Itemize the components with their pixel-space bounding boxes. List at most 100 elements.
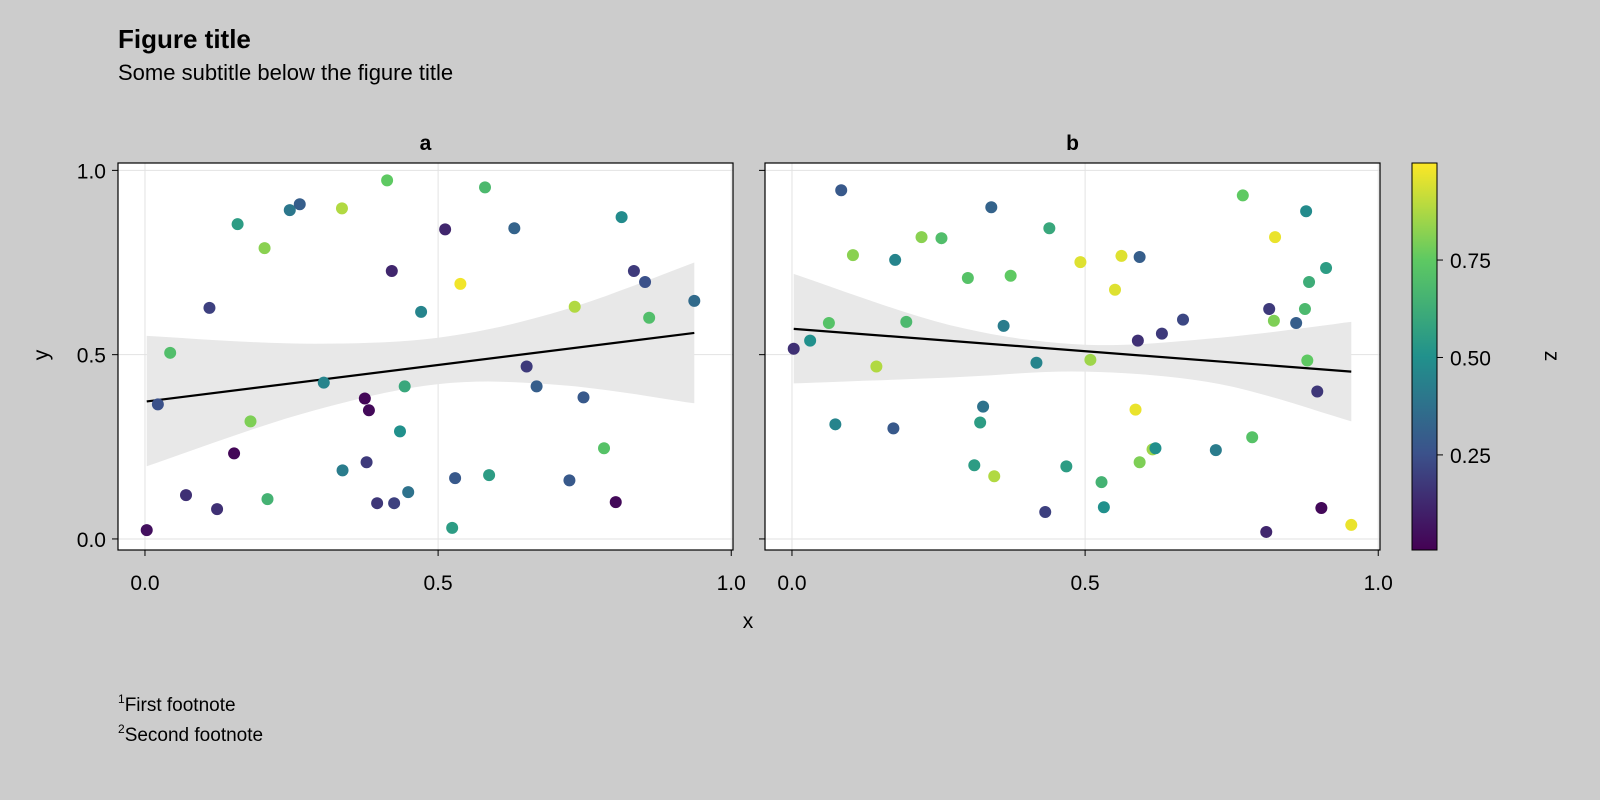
data-point [577,391,590,404]
data-point [1209,444,1222,457]
data-point [1004,269,1017,282]
data-point [643,311,656,324]
data-point [203,301,216,314]
data-point [804,334,817,347]
panel-title: b [1066,132,1079,155]
x-axis-label: x [743,610,754,633]
colorbar: 0.25 0.50 0.75 z [1411,162,1563,551]
data-point [1030,356,1043,369]
confidence-band [146,262,695,467]
colorbar-gradient [1411,162,1438,551]
data-point [258,242,271,255]
x-tick-label: 1.0 [717,572,746,595]
data-point [283,204,296,217]
data-point [1115,249,1128,262]
data-point [977,400,990,413]
data-point [1133,250,1146,263]
data-point [508,222,521,235]
data-point [568,300,581,313]
data-point [335,202,348,215]
confidence-band [793,273,1352,422]
data-point [1298,302,1311,315]
panel-title: a [420,132,432,155]
x-tick-label: 0.0 [777,572,806,595]
data-point [415,305,428,318]
data-point [1269,231,1282,244]
y-tick-label: 0.0 [77,529,106,552]
data-point [639,276,652,289]
data-point [1060,460,1073,473]
data-point [1109,283,1122,296]
data-point [598,442,611,455]
data-point [688,294,701,307]
figure-subtitle: Some subtitle below the figure title [118,60,453,85]
data-point [1263,302,1276,315]
x-tick-label: 0.0 [130,572,159,595]
data-point [398,380,411,393]
data-point [935,232,948,245]
panel-a: 0.0 0.5 1.0 0.0 0.5 1.0 a [77,132,746,595]
data-point [483,469,496,482]
data-point [1301,354,1314,367]
data-point [358,392,371,405]
data-point [360,456,373,469]
data-point [1129,403,1142,416]
data-point [261,493,274,506]
data-point [393,425,406,438]
data-point [228,447,241,460]
data-point [829,418,842,431]
data-point [151,398,164,411]
footnote-2: 2Second footnote [118,722,263,746]
data-point [968,459,981,472]
data-point [446,521,459,534]
colorbar-tick-label: 0.50 [1450,347,1491,370]
figure-title: Figure title [118,24,251,54]
data-point [293,198,306,211]
data-point [479,181,492,194]
data-point [835,184,848,197]
data-point [1315,501,1328,514]
data-point [1345,518,1358,531]
data-point [244,415,257,428]
data-point [822,316,835,329]
data-point [180,489,193,502]
data-point [336,464,349,477]
data-point [211,503,224,516]
data-point [520,360,533,373]
data-point [997,319,1010,332]
panel-b: 0.0 0.5 1.0 b [759,132,1393,595]
data-point [1149,442,1162,455]
data-point [615,211,628,224]
colorbar-tick-label: 0.25 [1450,445,1491,468]
axes-frame [764,162,1381,551]
data-point [889,253,902,266]
data-point [388,497,401,510]
data-point [900,315,913,328]
axes-frame [117,162,734,551]
data-point [974,416,987,429]
data-point [870,360,883,373]
data-point [140,524,153,537]
x-tick-label: 1.0 [1364,572,1393,595]
data-point [1095,476,1108,489]
regression-line [146,331,695,403]
data-point [887,422,900,435]
data-point [1133,456,1146,469]
data-point [1084,353,1097,366]
x-tick-label: 0.5 [1071,572,1100,595]
data-point [362,404,375,417]
data-point [449,472,462,485]
regression-line [793,327,1352,373]
data-point [846,249,859,262]
data-point [1290,316,1303,329]
data-point [1260,525,1273,538]
data-point [915,231,928,244]
data-point [1074,256,1087,269]
data-point [988,470,1001,483]
data-point [1177,313,1190,326]
y-axis-label: y [30,349,53,360]
colorbar-tick-label: 0.75 [1450,250,1491,273]
data-point [371,497,384,510]
data-point [627,264,640,277]
